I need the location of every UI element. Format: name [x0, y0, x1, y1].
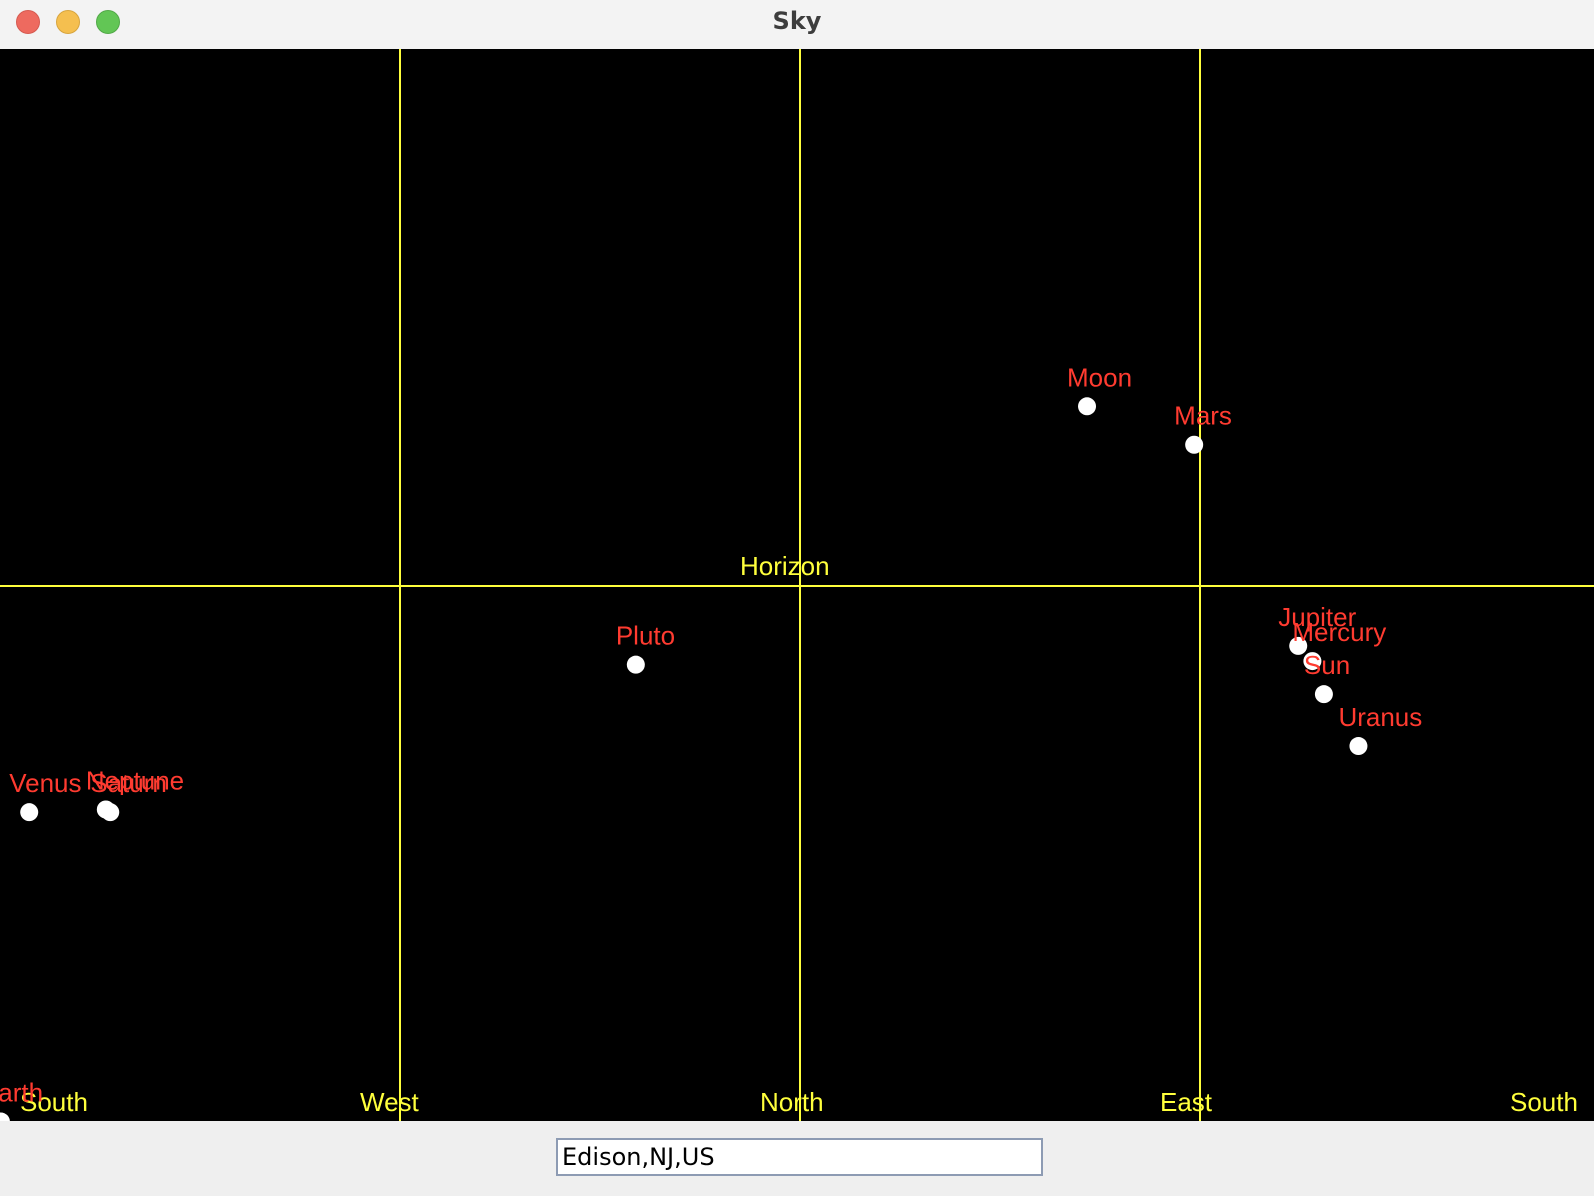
body-label-mars: Mars: [1174, 401, 1232, 431]
close-button[interactable]: [16, 10, 40, 34]
body-marker-pluto: [626, 655, 645, 674]
body-label-moon: Moon: [1067, 362, 1132, 392]
body-label-mercury: Mercury: [1292, 617, 1386, 647]
location-input[interactable]: [556, 1138, 1043, 1176]
body-marker-venus: [20, 803, 39, 822]
title-bar: Sky: [0, 0, 1594, 50]
body-label-saturn: Saturn: [90, 768, 167, 798]
direction-label-west: West: [360, 1087, 420, 1117]
body-label-jupiter: Jupiter: [1278, 602, 1356, 632]
horizon-label: Horizon: [740, 551, 830, 581]
body-marker-mars: [1185, 435, 1204, 454]
body-label-sun: Sun: [1304, 650, 1350, 680]
body-marker-jupiter: [1289, 636, 1308, 655]
window-title: Sky: [772, 7, 822, 35]
body-marker-sun: [1314, 685, 1333, 704]
body-label-uranus: Uranus: [1338, 702, 1422, 732]
zoom-button[interactable]: [96, 10, 120, 34]
bottom-bar: [0, 1121, 1594, 1196]
body-marker-uranus: [1349, 737, 1368, 756]
direction-label-south: South: [20, 1087, 88, 1117]
body-label-neptune: Neptune: [86, 766, 184, 796]
body-label-pluto: Pluto: [616, 621, 675, 651]
body-marker-earth: [0, 1112, 10, 1121]
direction-label-north: North: [760, 1087, 824, 1117]
sky-chart: Horizon South West North East South Moon Mars Pl…: [0, 49, 1594, 1121]
direction-label-south: South: [1510, 1087, 1578, 1117]
direction-label-east: East: [1160, 1087, 1213, 1117]
body-marker-moon: [1078, 397, 1097, 416]
body-marker-mercury: [1303, 652, 1322, 671]
minimize-button[interactable]: [56, 10, 80, 34]
body-label-venus: Venus: [9, 768, 81, 798]
body-marker-saturn: [101, 803, 120, 822]
body-label-earth: Earth: [0, 1078, 43, 1108]
sky-canvas: Horizon South West North East South Moon Mars Pl…: [0, 49, 1594, 1121]
